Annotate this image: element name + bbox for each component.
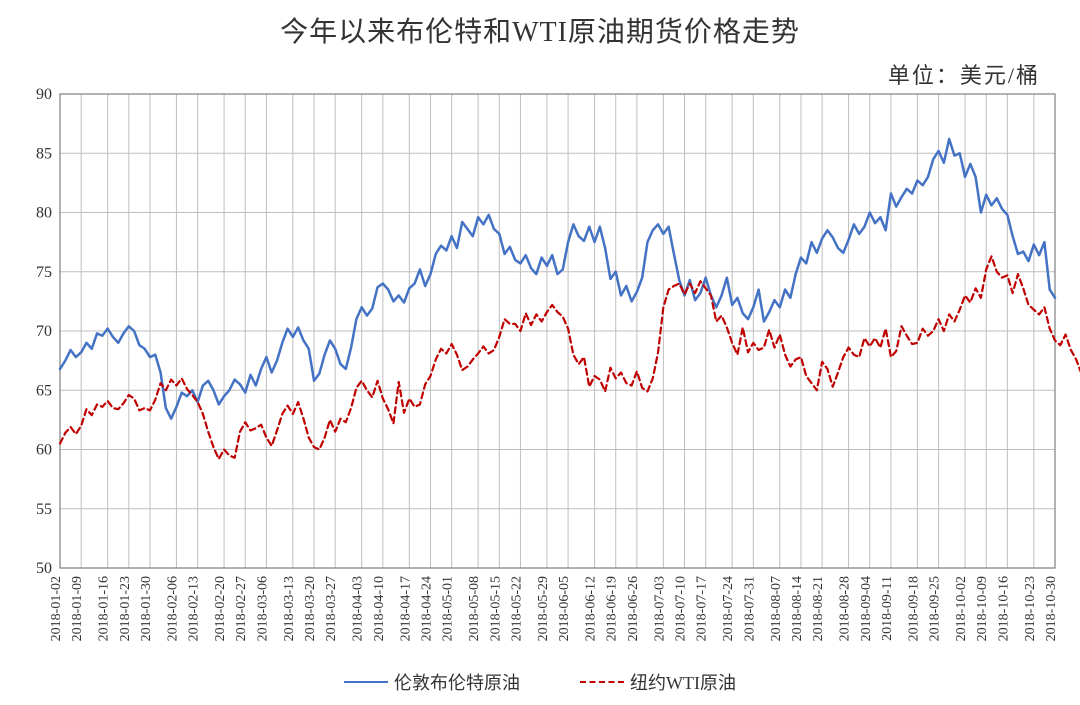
svg-text:2018-01-09: 2018-01-09 (70, 576, 85, 641)
svg-text:2018-02-13: 2018-02-13 (187, 576, 202, 641)
svg-text:2018-06-26: 2018-06-26 (626, 576, 641, 641)
svg-text:2018-03-27: 2018-03-27 (324, 576, 339, 641)
svg-text:2018-10-30: 2018-10-30 (1044, 576, 1059, 641)
svg-text:2018-05-15: 2018-05-15 (488, 576, 503, 641)
svg-text:2018-08-07: 2018-08-07 (769, 576, 784, 641)
legend-swatch-brent (344, 681, 388, 683)
svg-text:50: 50 (36, 560, 52, 577)
legend-item-wti: 纽约WTI原油 (580, 669, 736, 695)
svg-text:2018-07-17: 2018-07-17 (695, 576, 710, 641)
svg-text:80: 80 (36, 205, 52, 222)
svg-text:60: 60 (36, 442, 52, 459)
svg-text:2018-05-22: 2018-05-22 (509, 576, 524, 641)
svg-text:70: 70 (36, 323, 52, 340)
svg-text:2018-06-05: 2018-06-05 (557, 576, 572, 641)
svg-text:2018-05-01: 2018-05-01 (441, 576, 456, 641)
svg-text:2018-04-24: 2018-04-24 (419, 576, 434, 641)
svg-text:85: 85 (36, 145, 52, 162)
svg-text:2018-04-17: 2018-04-17 (398, 576, 413, 641)
svg-text:2018-08-14: 2018-08-14 (790, 576, 805, 641)
svg-text:2018-05-29: 2018-05-29 (536, 576, 551, 641)
svg-text:2018-09-11: 2018-09-11 (880, 576, 895, 641)
svg-text:2018-01-30: 2018-01-30 (139, 576, 154, 641)
svg-text:2018-01-23: 2018-01-23 (118, 576, 133, 641)
svg-text:65: 65 (36, 382, 52, 399)
svg-text:2018-05-08: 2018-05-08 (467, 576, 482, 641)
svg-text:2018-02-06: 2018-02-06 (165, 576, 180, 641)
svg-text:2018-08-21: 2018-08-21 (811, 576, 826, 641)
legend-swatch-wti (580, 681, 624, 683)
chart-svg: 50 55 60 65 70 75 80 85 90 2018-01-02 2018-01-09 20… (0, 0, 1080, 705)
svg-text:2018-09-25: 2018-09-25 (928, 576, 943, 641)
svg-text:2018-02-20: 2018-02-20 (213, 576, 228, 641)
svg-text:55: 55 (36, 501, 52, 518)
svg-text:2018-10-23: 2018-10-23 (1023, 576, 1038, 641)
svg-text:2018-04-03: 2018-04-03 (351, 576, 366, 641)
svg-text:2018-10-16: 2018-10-16 (996, 576, 1011, 641)
svg-text:2018-02-27: 2018-02-27 (234, 576, 249, 641)
legend-item-brent: 伦敦布伦特原油 (344, 669, 520, 695)
svg-text:2018-01-16: 2018-01-16 (97, 576, 112, 641)
svg-text:2018-09-04: 2018-09-04 (859, 576, 874, 641)
legend-label-brent: 伦敦布伦特原油 (394, 669, 520, 695)
chart-container: 今年以来布伦特和WTI原油期货价格走势 单位：美元/桶 505560657075… (0, 0, 1080, 705)
svg-text:2018-03-06: 2018-03-06 (255, 576, 270, 641)
svg-text:2018-04-10: 2018-04-10 (372, 576, 387, 641)
svg-text:2018-03-20: 2018-03-20 (303, 576, 318, 641)
svg-text:2018-09-18: 2018-09-18 (906, 576, 921, 641)
svg-text:2018-06-19: 2018-06-19 (605, 576, 620, 641)
svg-text:90: 90 (36, 86, 52, 103)
svg-text:2018-07-10: 2018-07-10 (674, 576, 689, 641)
svg-text:75: 75 (36, 264, 52, 281)
svg-text:2018-07-31: 2018-07-31 (742, 576, 757, 641)
legend-label-wti: 纽约WTI原油 (630, 669, 736, 695)
svg-text:2018-01-02: 2018-01-02 (49, 576, 64, 641)
svg-text:2018-07-03: 2018-07-03 (652, 576, 667, 641)
svg-text:2018-10-02: 2018-10-02 (954, 576, 969, 641)
svg-text:2018-07-24: 2018-07-24 (721, 576, 736, 641)
svg-text:2018-10-09: 2018-10-09 (975, 576, 990, 641)
svg-text:2018-03-13: 2018-03-13 (282, 576, 297, 641)
svg-text:2018-06-12: 2018-06-12 (584, 576, 599, 641)
legend: 伦敦布伦特原油 纽约WTI原油 (0, 669, 1080, 695)
svg-text:2018-08-28: 2018-08-28 (838, 576, 853, 641)
